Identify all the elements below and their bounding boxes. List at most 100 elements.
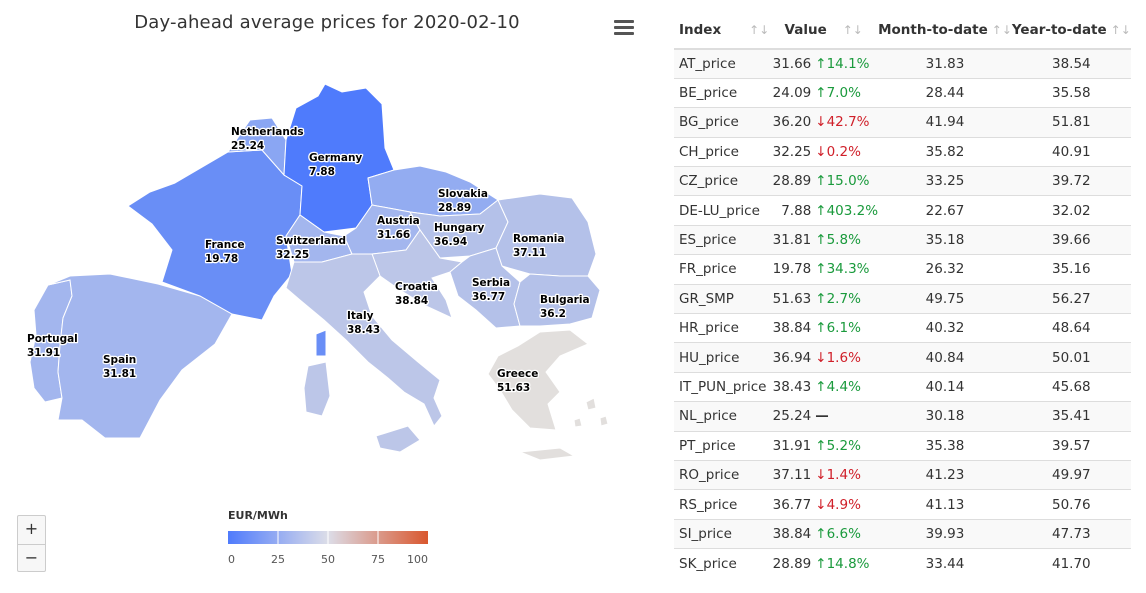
table-header-row: Index ↑↓ Value ↑↓ Month-to-date ↑↓ Year-to-… xyxy=(674,12,1131,50)
arrow-up-icon: ↑ xyxy=(815,232,827,249)
arrow-down-icon: ↓ xyxy=(815,349,827,366)
map-label-value: 38.43 xyxy=(347,324,380,336)
table-row: PT_price 31.91 ↑5.2% 35.38 39.57 xyxy=(674,430,1131,461)
sort-icon[interactable]: ↑↓ xyxy=(842,23,863,37)
hamburger-menu-icon[interactable] xyxy=(614,20,634,36)
sort-icon[interactable]: ↑↓ xyxy=(749,23,770,37)
cell-year-to-date: 50.01 xyxy=(1011,342,1131,373)
map-label-name: Romania xyxy=(513,233,565,245)
map-label-name: Greece xyxy=(497,368,538,380)
value-number: 31.66 xyxy=(772,55,812,72)
cell-month-to-date: 35.38 xyxy=(878,430,1012,461)
country-italy[interactable] xyxy=(285,253,443,427)
table-row: DE-LU_price 7.88 ↑403.2% 22.67 32.02 xyxy=(674,195,1131,226)
map-label-name: Slovakia xyxy=(438,188,488,200)
cell-index: CZ_price xyxy=(674,166,770,196)
cell-index: BE_price xyxy=(674,77,770,108)
value-number: 28.89 xyxy=(772,173,812,190)
cell-value: 51.63 ↑2.7% xyxy=(769,283,879,314)
cell-index: BG_price xyxy=(674,107,770,138)
table-row: SI_price 38.84 ↑6.6% 39.93 47.73 xyxy=(674,518,1131,549)
cell-index: HU_price xyxy=(674,342,770,373)
column-header-index[interactable]: Index ↑↓ xyxy=(674,12,770,50)
table-row: HU_price 36.94 ↓1.6% 40.84 50.01 xyxy=(674,342,1131,373)
change-percent: 42.7% xyxy=(826,114,870,131)
arrow-down-icon: ↓ xyxy=(815,143,827,160)
map-label-name: Bulgaria xyxy=(540,294,590,306)
country-italy-sicily[interactable] xyxy=(375,425,421,453)
country-greece-islands[interactable] xyxy=(573,397,609,428)
choropleth-map[interactable]: Netherlands 25.24 Germany 7.88 Slovakia 28.… xyxy=(0,0,650,593)
value-number: 36.20 xyxy=(772,114,812,131)
cell-month-to-date: 30.18 xyxy=(878,401,1012,432)
sort-icon[interactable]: ↑↓ xyxy=(1110,23,1131,37)
zoom-out-button[interactable]: − xyxy=(18,544,45,572)
arrow-up-icon: ↑ xyxy=(815,555,827,572)
country-france-corsica[interactable] xyxy=(315,329,327,357)
country-bulgaria[interactable] xyxy=(513,273,601,327)
cell-value: 31.66 ↑14.1% xyxy=(769,48,879,79)
cell-index: CH_price xyxy=(674,136,770,167)
cell-year-to-date: 32.02 xyxy=(1011,195,1131,226)
legend-color-bar xyxy=(228,531,428,544)
country-croatia[interactable] xyxy=(371,229,464,319)
cell-index: FR_price xyxy=(674,254,770,285)
cell-year-to-date: 41.70 xyxy=(1011,548,1131,579)
column-header-value[interactable]: Value ↑↓ xyxy=(769,12,879,50)
cell-value: 38.84 ↑6.1% xyxy=(769,313,879,343)
change-percent: 4.4% xyxy=(826,378,861,395)
value-number: 36.94 xyxy=(772,349,812,366)
cell-month-to-date: 41.13 xyxy=(878,489,1012,520)
prices-table: Index ↑↓ Value ↑↓ Month-to-date ↑↓ Year-to-… xyxy=(674,12,1131,579)
table-row: AT_price 31.66 ↑14.1% 31.83 38.54 xyxy=(674,48,1131,79)
cell-value: 7.88 ↑403.2% xyxy=(769,195,879,226)
map-label-name: France xyxy=(205,239,245,251)
cell-value: 31.91 ↑5.2% xyxy=(769,430,879,461)
map-label-value: 28.89 xyxy=(438,202,471,214)
column-header-month-to-date[interactable]: Month-to-date ↑↓ xyxy=(878,12,1012,50)
value-number: 19.78 xyxy=(772,261,812,278)
map-panel: Netherlands 25.24 Germany 7.88 Slovakia 28.… xyxy=(0,0,650,593)
cell-value: 25.24— xyxy=(769,401,879,432)
cell-value: 38.43 ↑4.4% xyxy=(769,371,879,402)
cell-value: 36.77 ↓4.9% xyxy=(769,489,879,520)
value-number: 38.84 xyxy=(772,320,812,337)
table-row: RO_price 37.11 ↓1.4% 41.23 49.97 xyxy=(674,459,1131,490)
cell-value: 28.89 ↑15.0% xyxy=(769,166,879,196)
legend-tick: 100 xyxy=(407,553,428,566)
sort-icon[interactable]: ↑↓ xyxy=(991,23,1012,37)
arrow-up-icon: ↑ xyxy=(815,290,827,307)
country-greece[interactable] xyxy=(487,329,589,431)
legend-tick: 75 xyxy=(371,553,385,566)
table-row: BG_price 36.20 ↓42.7% 41.94 51.81 xyxy=(674,107,1131,138)
value-number: 36.77 xyxy=(772,496,812,513)
country-spain[interactable] xyxy=(47,273,233,439)
cell-year-to-date: 47.73 xyxy=(1011,518,1131,549)
cell-month-to-date: 39.93 xyxy=(878,518,1012,549)
map-label-value: 31.81 xyxy=(103,368,136,380)
country-italy-sardinia[interactable] xyxy=(303,361,331,417)
column-header-year-to-date[interactable]: Year-to-date ↑↓ xyxy=(1011,12,1131,50)
map-label-value: 36.77 xyxy=(472,291,505,303)
map-label-value: 37.11 xyxy=(513,247,546,259)
cell-value: 36.20 ↓42.7% xyxy=(769,107,879,138)
cell-year-to-date: 38.54 xyxy=(1011,48,1131,79)
cell-index: RS_price xyxy=(674,489,770,520)
value-number: 7.88 xyxy=(781,202,812,219)
zoom-in-button[interactable]: + xyxy=(24,519,39,538)
map-label-name: Portugal xyxy=(27,333,78,345)
value-number: 38.84 xyxy=(772,525,812,542)
value-number: 24.09 xyxy=(772,85,812,102)
arrow-down-icon: ↓ xyxy=(815,114,827,131)
cell-value: 19.78 ↑34.3% xyxy=(769,254,879,285)
zoom-control: + − xyxy=(17,515,46,572)
country-greece-crete[interactable] xyxy=(519,447,576,461)
arrow-up-icon: ↑ xyxy=(815,202,827,219)
value-number: 25.24 xyxy=(772,408,812,425)
cell-index: PT_price xyxy=(674,430,770,461)
value-number: 31.91 xyxy=(772,437,812,454)
